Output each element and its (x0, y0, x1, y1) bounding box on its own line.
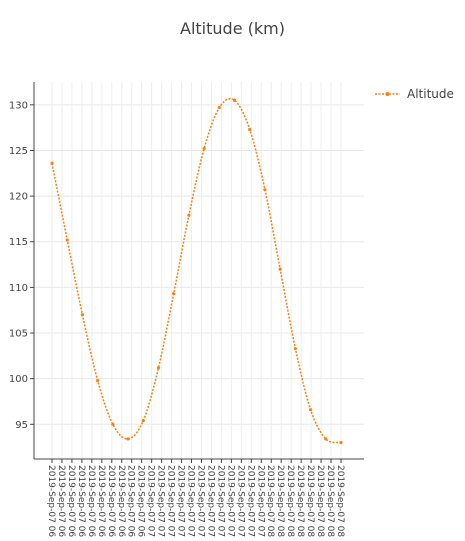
x-tick-label: 2019-Sep-07 07 (205, 465, 215, 537)
y-tick-label: 105 (9, 329, 28, 340)
data-point (324, 437, 328, 441)
data-point (217, 105, 221, 110)
data-point (232, 98, 237, 102)
x-tick-label: 2019-Sep-07 06 (56, 465, 66, 537)
data-point (248, 127, 252, 132)
x-tick-label: 2019-Sep-07 07 (156, 465, 166, 537)
y-tick-label: 130 (9, 100, 28, 111)
x-tick-label: 2019-Sep-07 07 (186, 465, 196, 537)
x-tick-label: 2019-Sep-07 07 (245, 465, 255, 537)
x-tick-label: 2019-Sep-07 06 (106, 465, 116, 537)
y-tick-label: 125 (9, 146, 28, 157)
axes (33, 82, 364, 460)
x-tick-label: 2019-Sep-07 08 (335, 465, 345, 537)
data-point (80, 313, 85, 317)
x-tick-label: 2019-Sep-07 06 (126, 465, 136, 537)
x-axis-ticks: 2019-Sep-07 06 2019-Sep-07 06 2019-Sep-07 … (46, 459, 345, 537)
data-point (126, 437, 130, 441)
data-point (278, 267, 282, 271)
x-tick-label: 2019-Sep-07 06 (86, 465, 96, 537)
data-point (172, 292, 176, 296)
data-point (96, 378, 100, 383)
x-tick-label: 2019-Sep-07 06 (116, 465, 126, 537)
x-tick-label: 2019-Sep-07 06 (96, 465, 106, 537)
x-tick-label: 2019-Sep-07 08 (305, 465, 315, 537)
data-point (293, 346, 297, 351)
data-point (339, 440, 343, 445)
x-tick-label: 2019-Sep-07 07 (255, 465, 265, 537)
data-point (308, 408, 313, 412)
data-point (263, 188, 267, 192)
y-tick-label: 95 (15, 420, 28, 431)
x-tick-label: 2019-Sep-07 07 (215, 465, 225, 537)
legend[interactable]: Altitude (375, 87, 454, 101)
y-tick-label: 110 (9, 283, 28, 294)
x-tick-label: 2019-Sep-07 08 (265, 465, 275, 537)
data-point (111, 422, 115, 426)
x-tick-label: 2019-Sep-07 06 (46, 465, 56, 537)
x-tick-label: 2019-Sep-07 08 (285, 465, 295, 537)
y-axis-ticks: 95 100 105 110 115 120 125 130 (9, 100, 34, 431)
data-point (187, 213, 191, 217)
x-tick-label: 2019-Sep-07 06 (66, 465, 76, 537)
y-tick-label: 115 (9, 237, 28, 248)
data-point (141, 419, 145, 423)
data-point (202, 147, 206, 151)
legend-label: Altitude (407, 87, 454, 101)
y-tick-label: 100 (9, 374, 28, 385)
x-tick-label: 2019-Sep-07 07 (146, 465, 156, 537)
x-tick-label: 2019-Sep-07 06 (76, 465, 86, 537)
x-tick-label: 2019-Sep-07 07 (195, 465, 205, 537)
x-tick-label: 2019-Sep-07 08 (295, 465, 305, 537)
data-point (50, 161, 54, 165)
grid-lines (34, 82, 364, 459)
x-tick-label: 2019-Sep-07 07 (176, 465, 186, 537)
x-tick-label: 2019-Sep-07 07 (166, 465, 176, 537)
chart-title: Altitude (km) (180, 19, 285, 38)
x-tick-label: 2019-Sep-07 08 (325, 465, 335, 537)
data-point (156, 366, 161, 370)
x-tick-label: 2019-Sep-07 07 (225, 465, 235, 537)
series-altitude (50, 97, 343, 445)
y-tick-label: 120 (9, 192, 28, 203)
x-tick-label: 2019-Sep-07 08 (315, 465, 325, 537)
x-tick-label: 2019-Sep-07 08 (275, 465, 285, 537)
x-tick-label: 2019-Sep-07 07 (235, 465, 245, 537)
legend-marker (385, 92, 390, 96)
data-point (65, 238, 69, 242)
x-tick-label: 2019-Sep-07 06 (136, 465, 146, 537)
